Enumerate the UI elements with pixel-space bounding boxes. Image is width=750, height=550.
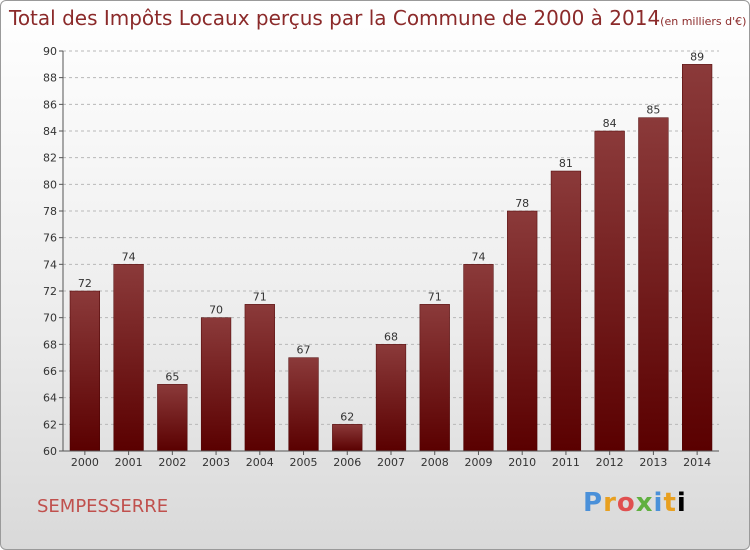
bar	[244, 304, 275, 452]
x-tick-label: 2005	[290, 456, 318, 469]
chart-title: Total des Impôts Locaux perçus par la Co…	[9, 6, 746, 30]
y-tick-label: 88	[43, 72, 57, 85]
x-tick-label: 2011	[552, 456, 580, 469]
bar-value-label: 62	[340, 410, 354, 423]
y-tick-label: 68	[43, 338, 57, 351]
y-tick-label: 62	[43, 418, 57, 431]
bar-value-label: 67	[297, 344, 311, 357]
y-tick-label: 76	[43, 232, 57, 245]
x-tick-label: 2001	[115, 456, 143, 469]
bar-value-label: 65	[165, 370, 179, 383]
y-tick-label: 86	[43, 98, 57, 111]
bar-value-label: 71	[253, 290, 267, 303]
bar-value-label: 85	[646, 104, 660, 117]
x-tick-label: 2010	[508, 456, 536, 469]
bar	[332, 424, 363, 452]
bar	[682, 64, 713, 452]
bar-value-label: 68	[384, 330, 398, 343]
chart-unit: (en milliers d'€)	[660, 15, 747, 28]
bar-value-label: 74	[122, 250, 136, 263]
x-tick-label: 2004	[246, 456, 274, 469]
x-tick-label: 2009	[464, 456, 492, 469]
y-tick-label: 78	[43, 205, 57, 218]
bar	[375, 344, 407, 452]
bar-value-label: 81	[559, 157, 573, 170]
x-tick-label: 2006	[333, 456, 361, 469]
bar	[550, 170, 582, 452]
y-tick-label: 60	[43, 445, 57, 458]
chart-title-text: Total des Impôts Locaux perçus par la Co…	[9, 6, 661, 30]
bar	[113, 264, 144, 452]
x-tick-label: 2007	[377, 456, 405, 469]
y-tick-label: 70	[43, 312, 57, 325]
bar-value-label: 72	[78, 277, 92, 290]
x-tick-label: 2013	[639, 456, 667, 469]
bar	[200, 317, 232, 452]
bar-value-label: 74	[471, 250, 485, 263]
y-tick-label: 84	[43, 125, 57, 138]
x-tick-label: 2014	[683, 456, 711, 469]
bar	[463, 264, 494, 452]
x-tick-label: 2003	[202, 456, 230, 469]
x-tick-label: 2008	[421, 456, 449, 469]
bar-value-label: 71	[428, 290, 442, 303]
y-tick-label: 74	[43, 258, 57, 271]
bar	[69, 290, 100, 452]
bar-value-label: 78	[515, 197, 529, 210]
bar	[419, 304, 450, 452]
bar	[638, 117, 669, 452]
y-tick-label: 82	[43, 152, 57, 165]
bar-value-label: 70	[209, 304, 223, 317]
bar	[594, 130, 625, 452]
bar	[288, 357, 319, 452]
commune-name: SEMPESSERRE	[37, 496, 169, 517]
bar	[507, 210, 538, 452]
bar-value-label: 89	[690, 50, 704, 63]
y-tick-label: 64	[43, 392, 57, 405]
proxiti-logo[interactable]: Proxiti	[583, 488, 687, 518]
x-tick-label: 2002	[158, 456, 186, 469]
x-tick-label: 2000	[71, 456, 99, 469]
bar-value-label: 84	[603, 117, 617, 130]
y-tick-label: 72	[43, 285, 57, 298]
bar	[157, 384, 188, 452]
y-tick-label: 80	[43, 178, 57, 191]
y-tick-label: 66	[43, 365, 57, 378]
y-tick-label: 90	[43, 45, 57, 58]
x-tick-label: 2012	[596, 456, 624, 469]
